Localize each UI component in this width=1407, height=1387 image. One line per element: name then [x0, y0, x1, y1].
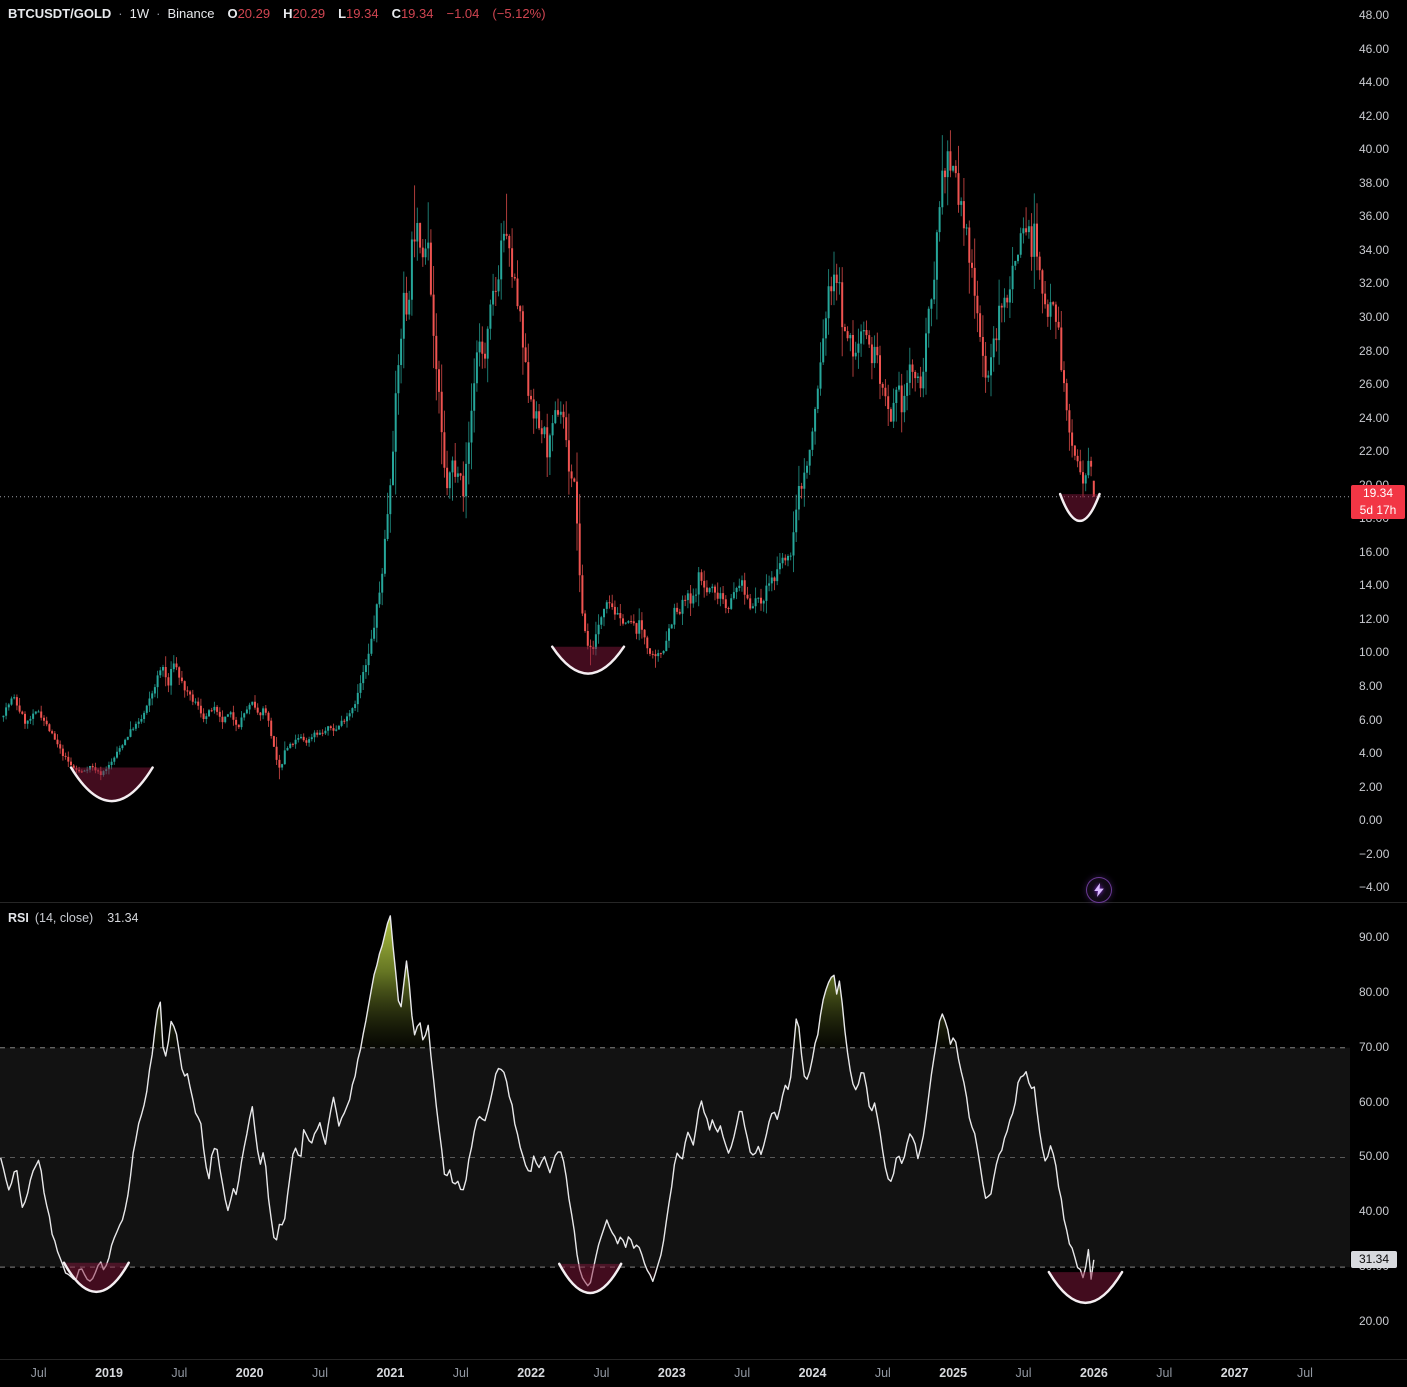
low-value: L19.34 — [338, 6, 379, 21]
time-axis-label: 2025 — [939, 1366, 968, 1380]
time-axis-label: Jul — [1015, 1366, 1032, 1380]
time-axis-label: Jul — [593, 1366, 610, 1380]
time-axis-label: Jul — [452, 1366, 469, 1380]
time-axis-label: Jul — [30, 1366, 47, 1380]
price-axis-label: 44.00 — [1359, 75, 1390, 90]
last-price: 19.34 — [1362, 486, 1394, 500]
price-axis-label: 0.00 — [1359, 813, 1383, 828]
price-axis-label: 48.00 — [1359, 8, 1390, 22]
rsi-band — [0, 1047, 1350, 1268]
symbol-legend[interactable]: BTCUSDT/GOLD · 1W · Binance O20.29 H20.2… — [8, 6, 546, 21]
candlestick-series — [2, 130, 1095, 781]
exchange-label: Binance — [167, 6, 215, 21]
lightning-bolt-glyph — [1094, 883, 1104, 897]
rsi-line — [0, 915, 1095, 1287]
price-axis-label: 4.00 — [1359, 746, 1383, 761]
time-axis-label: 2026 — [1079, 1366, 1108, 1380]
rsi-params: (14, close) — [34, 911, 94, 925]
price-axis-label: 40.00 — [1359, 142, 1390, 157]
high-value: H20.29 — [283, 6, 326, 21]
rsi-value-badge: 31.34 — [1351, 1251, 1397, 1268]
time-axis-label: Jul — [734, 1366, 751, 1380]
time-axis-label: Jul — [874, 1366, 891, 1380]
rsi-axis-label: 70.00 — [1359, 1039, 1390, 1054]
rsi-axis-label: 40.00 — [1359, 1204, 1390, 1219]
price-axis-label: 36.00 — [1359, 209, 1390, 224]
price-axis-label: 16.00 — [1359, 544, 1390, 559]
rsi-title: RSI — [8, 911, 29, 925]
price-axis-label: 2.00 — [1359, 779, 1383, 794]
time-axis-label: Jul — [312, 1366, 329, 1380]
change-percent: (−5.12%) — [492, 6, 546, 21]
time-axis-label: 2027 — [1220, 1366, 1249, 1380]
time-axis-label: 2022 — [517, 1366, 545, 1380]
lightning-icon[interactable] — [1086, 877, 1112, 903]
price-axis-label: 34.00 — [1359, 242, 1390, 257]
price-axis-label: 24.00 — [1359, 410, 1390, 425]
last-price-badge: 19.34 5d 17h — [1351, 485, 1405, 519]
time-axis[interactable]: Jul 2019 Jul 2020 Jul 2021 Jul 2022 Jul 2023 Jul 20… — [0, 1359, 1407, 1387]
price-axis-label: 30.00 — [1359, 309, 1390, 324]
rsi-axis-label: 90.00 — [1359, 930, 1390, 944]
price-axis-label: 12.00 — [1359, 611, 1390, 626]
rsi-axis-label: 80.00 — [1359, 984, 1390, 999]
rsi-axis-label: 20.00 — [1359, 1314, 1390, 1329]
price-axis-label: 38.00 — [1359, 175, 1390, 190]
price-axis-label: 10.00 — [1359, 645, 1390, 660]
timeframe-label[interactable]: 1W — [129, 6, 150, 21]
price-axis-label: 22.00 — [1359, 444, 1390, 459]
legend-separator: · — [118, 6, 123, 21]
price-axis[interactable]: 48.00 46.00 44.00 42.00 40.00 38.00 36.00 34.00… — [1350, 0, 1407, 902]
rsi-legend[interactable]: RSI (14, close) 31.34 — [8, 911, 138, 925]
rsi-axis-label: 60.00 — [1359, 1094, 1390, 1109]
time-axis-label: Jul — [1156, 1366, 1173, 1380]
price-axis-label: −4.00 — [1359, 880, 1390, 895]
price-axis-label: 28.00 — [1359, 343, 1390, 358]
arc-annotations[interactable] — [62, 492, 1124, 1304]
close-value: C19.34 — [391, 6, 434, 21]
price-axis-label: 32.00 — [1359, 276, 1390, 291]
price-axis-label: 46.00 — [1359, 41, 1390, 56]
rsi-current-value: 31.34 — [107, 911, 139, 925]
price-axis-label: 6.00 — [1359, 712, 1383, 727]
price-axis-label: −2.00 — [1359, 846, 1390, 861]
symbol-name[interactable]: BTCUSDT/GOLD — [8, 6, 112, 21]
price-axis-label: 14.00 — [1359, 578, 1390, 593]
time-axis-label: 2023 — [657, 1366, 686, 1380]
rsi-axis-label: 50.00 — [1359, 1149, 1390, 1164]
price-axis-label: 8.00 — [1359, 679, 1383, 693]
time-axis-label: Jul — [171, 1366, 188, 1380]
change-value: −1.04 — [446, 6, 480, 21]
time-axis-label: 2021 — [376, 1366, 405, 1380]
price-axis-label: 42.00 — [1359, 108, 1390, 123]
time-axis-label: Jul — [1296, 1366, 1313, 1380]
price-axis-label: 26.00 — [1359, 377, 1390, 392]
legend-separator: · — [156, 6, 161, 21]
time-axis-label: 2020 — [235, 1366, 264, 1380]
time-axis-label: 2019 — [95, 1366, 123, 1380]
bar-countdown: 5d 17h — [1359, 503, 1397, 517]
open-value: O20.29 — [227, 6, 271, 21]
time-axis-label: 2024 — [798, 1366, 827, 1380]
